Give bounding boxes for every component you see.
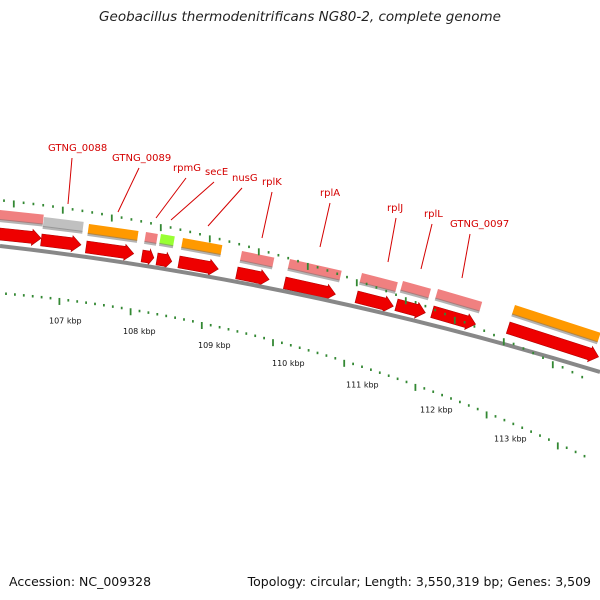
gene-leader-line xyxy=(155,177,187,219)
gene-arrow xyxy=(505,321,599,363)
gene-arrow xyxy=(394,298,426,319)
feature-block xyxy=(511,305,600,345)
gene-arrow-shape xyxy=(0,227,42,247)
gene-arrow-shape xyxy=(140,248,155,267)
feature-block-fill xyxy=(400,281,431,299)
gene-leader-line xyxy=(170,181,215,221)
feature-track xyxy=(0,210,600,345)
feature-block-shadow xyxy=(144,240,157,246)
gene-arrow xyxy=(40,233,82,253)
gene-arrow xyxy=(430,305,476,331)
scale-label: 107 kbp xyxy=(49,317,82,326)
feature-block-fill xyxy=(159,234,175,247)
gene-label: GTNG_0097 xyxy=(450,219,509,230)
scale-label: 113 kbp xyxy=(494,434,527,443)
gene-label: GTNG_0089 xyxy=(112,153,171,164)
feature-block xyxy=(287,259,342,283)
scale-label: 108 kbp xyxy=(123,327,156,336)
gene-arrow-shape xyxy=(177,255,219,276)
gene-track xyxy=(0,227,599,363)
feature-block xyxy=(42,217,84,234)
gene-arrow xyxy=(140,248,155,267)
gene-label: rplL xyxy=(424,209,443,220)
feature-block-shadow xyxy=(158,242,174,249)
feature-block-shadow xyxy=(87,232,138,243)
gene-arrow xyxy=(235,266,270,287)
gene-label: rplK xyxy=(262,177,282,188)
map-title: Geobacillus thermodenitrificans NG80-2, … xyxy=(99,9,501,25)
feature-block-fill xyxy=(511,305,600,343)
gene-arrow-shape xyxy=(505,321,599,363)
gene-leader-line xyxy=(461,233,471,279)
feature-block-shadow xyxy=(511,313,598,345)
gene-label: rplJ xyxy=(387,203,403,214)
feature-block-shadow xyxy=(0,218,43,227)
gene-arrow-shape xyxy=(430,305,476,331)
genome-backbone xyxy=(0,244,600,374)
feature-block-fill xyxy=(87,224,139,241)
gene-label: secE xyxy=(205,167,228,178)
gene-arrow xyxy=(177,255,219,276)
feature-block-fill xyxy=(359,273,398,292)
accession-label: Accession: NC_009328 xyxy=(9,574,152,589)
feature-block-shadow xyxy=(287,267,340,283)
feature-block-shadow xyxy=(239,259,273,270)
feature-block xyxy=(434,289,483,314)
feature-block-fill xyxy=(435,289,483,312)
scale-label: 109 kbp xyxy=(198,341,231,350)
scale-ruler: 107 kbp 108 kbp 109 kbp 110 kbp 111 kbp 112 k… xyxy=(5,292,586,458)
gene-arrow-shape xyxy=(155,251,173,270)
feature-block xyxy=(399,281,431,301)
feature-block xyxy=(158,234,175,249)
gene-arrow-shape xyxy=(235,266,270,287)
feature-block-shadow xyxy=(399,289,429,301)
gene-leader-line xyxy=(319,202,331,248)
feature-block-fill xyxy=(144,232,158,244)
genome-summary: Topology: circular; Length: 3,550,319 bp… xyxy=(247,574,591,589)
gene-leader-line xyxy=(67,157,73,205)
gene-leader-line xyxy=(207,187,243,227)
scale-label: 112 kbp xyxy=(420,406,453,415)
gene-arrow-shape xyxy=(84,240,135,261)
feature-block-fill xyxy=(239,251,275,268)
feature-block xyxy=(359,273,398,294)
gene-arrow xyxy=(155,251,173,270)
gene-label: rpmG xyxy=(173,163,201,174)
gene-leader-line xyxy=(420,223,433,270)
gene-label: nusG xyxy=(232,173,258,184)
gene-leader-line xyxy=(117,167,140,213)
gene-leader-line xyxy=(387,217,397,263)
scale-label: 110 kbp xyxy=(272,359,305,368)
feature-block-fill xyxy=(287,259,342,281)
gene-arrow-shape xyxy=(40,233,82,253)
gene-arrow-shape xyxy=(283,276,336,301)
gene-leader-line xyxy=(261,191,273,239)
gene-arrow-shape xyxy=(354,290,394,313)
feature-block xyxy=(0,210,44,227)
gene-arrow xyxy=(0,227,42,247)
feature-block-fill xyxy=(181,238,223,255)
gene-label: GTNG_0088 xyxy=(48,143,107,154)
upper-tick-row xyxy=(3,199,584,379)
feature-block-shadow xyxy=(434,297,480,314)
gene-arrow xyxy=(354,290,394,313)
feature-block xyxy=(144,232,158,246)
gene-arrow-shape xyxy=(394,298,426,319)
feature-block xyxy=(87,224,139,243)
feature-block-shadow xyxy=(42,225,83,234)
feature-block xyxy=(180,238,223,257)
gene-arrow xyxy=(84,240,135,261)
gene-arrow xyxy=(283,276,336,301)
scale-label: 111 kbp xyxy=(346,380,379,389)
gene-label: rplA xyxy=(320,188,340,199)
feature-block-shadow xyxy=(180,246,221,257)
feature-block xyxy=(239,251,275,270)
